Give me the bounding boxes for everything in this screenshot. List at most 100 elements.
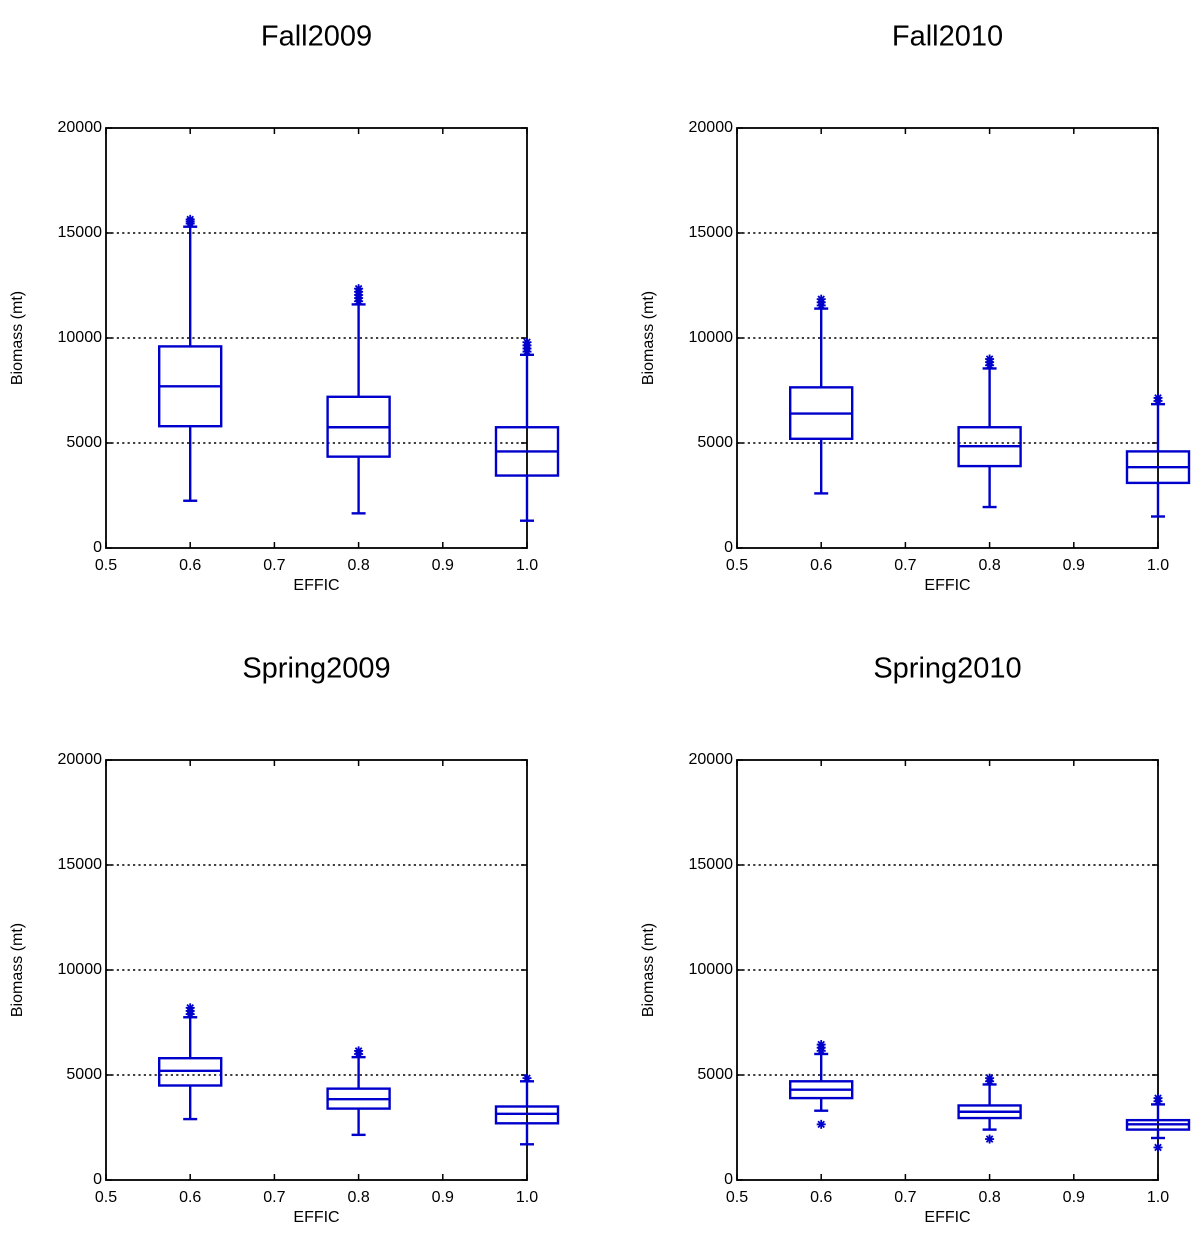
- x-tick-label: 0.9: [432, 1189, 454, 1206]
- x-tick-label: 0.8: [978, 1189, 1000, 1206]
- outlier-marker: [522, 1073, 532, 1083]
- y-tick-label: 5000: [697, 1066, 733, 1083]
- chart-panel-2: Fall2010 0 5000 10000 15000 20000 0.5 0.6 0.7 0.8…: [640, 21, 1191, 594]
- y-tick-label: 10000: [689, 329, 734, 346]
- y-axis-label: Biomass (mt): [640, 923, 657, 1017]
- outlier-stroke: [1154, 1094, 1162, 1102]
- x-tick-label: 0.6: [179, 1189, 201, 1206]
- outlier-marker: [354, 1046, 364, 1056]
- outlier-marker: [1153, 1142, 1163, 1152]
- box-3: [1125, 393, 1191, 518]
- y-axis-label: Biomass (mt): [9, 291, 26, 385]
- chart-panel-1: Fall2009 0 5000 10000 15000 20000 0.5 0.6 0.7 0.8…: [9, 21, 560, 594]
- outlier-marker: [185, 214, 195, 224]
- x-tick-label: 0.6: [179, 557, 201, 574]
- outlier-marker: [1153, 393, 1163, 403]
- outlier-stroke: [985, 1074, 994, 1082]
- x-tick-label: 0.7: [894, 557, 916, 574]
- box-3: [494, 1073, 560, 1146]
- outlier-stroke: [1154, 1143, 1162, 1152]
- y-tick-label: 5000: [66, 434, 102, 451]
- box-2: [326, 1046, 391, 1137]
- outlier-stroke: [523, 1074, 531, 1082]
- box-2: [326, 284, 391, 515]
- y-tick-label: 20000: [689, 751, 734, 768]
- x-tick-label: 0.5: [726, 557, 748, 574]
- x-tick-label: 0.5: [95, 1189, 117, 1206]
- y-tick-label: 0: [724, 539, 733, 556]
- x-tick-label: 1.0: [516, 557, 538, 574]
- x-axis-label: EFFIC: [293, 577, 339, 594]
- panel-title: Fall2009: [261, 21, 372, 53]
- panel-title: Spring2010: [873, 653, 1021, 685]
- box-1: [789, 294, 854, 495]
- panel-title: Spring2009: [242, 653, 390, 685]
- box-1: [157, 1003, 223, 1121]
- y-tick-label: 10000: [58, 961, 103, 978]
- outlier-marker: [985, 1073, 995, 1083]
- x-tick-label: 0.9: [432, 557, 454, 574]
- y-axis-label: Biomass (mt): [9, 923, 26, 1017]
- x-tick-label: 0.8: [347, 1189, 369, 1206]
- x-axis-label: EFFIC: [293, 1209, 339, 1226]
- outlier-stroke: [354, 1047, 363, 1055]
- x-tick-label: 0.9: [1063, 557, 1085, 574]
- x-tick-label: 0.7: [894, 1189, 916, 1206]
- y-tick-label: 15000: [689, 224, 734, 241]
- box-1: [157, 214, 223, 502]
- outlier-marker: [1153, 1093, 1163, 1103]
- x-tick-label: 0.9: [1063, 1189, 1085, 1206]
- y-tick-label: 15000: [58, 224, 103, 241]
- box-3: [494, 337, 560, 522]
- chart-panel-4: Spring2010 0 5000 10000 15000 20000 0.5 0.6 0.7 0…: [640, 653, 1191, 1226]
- outlier-stroke: [985, 1135, 994, 1143]
- x-tick-label: 0.7: [263, 557, 285, 574]
- x-tick-label: 0.6: [810, 557, 832, 574]
- x-tick-label: 0.7: [263, 1189, 285, 1206]
- y-axis-label: Biomass (mt): [640, 291, 657, 385]
- x-tick-label: 1.0: [516, 1189, 538, 1206]
- y-tick-label: 20000: [58, 751, 103, 768]
- outlier-marker: [522, 337, 532, 347]
- x-tick-label: 0.5: [95, 557, 117, 574]
- x-axis-label: EFFIC: [924, 577, 970, 594]
- outlier-marker: [185, 1003, 195, 1013]
- x-tick-label: 0.5: [726, 1189, 748, 1206]
- x-tick-label: 0.8: [978, 557, 1000, 574]
- x-tick-label: 0.8: [347, 557, 369, 574]
- y-tick-label: 20000: [58, 119, 103, 136]
- x-tick-label: 1.0: [1147, 557, 1169, 574]
- y-tick-label: 5000: [697, 434, 733, 451]
- outlier-marker: [816, 1119, 826, 1129]
- outlier-marker: [816, 294, 826, 304]
- outlier-stroke: [817, 295, 825, 303]
- y-tick-label: 0: [724, 1171, 733, 1188]
- panel-title: Fall2010: [892, 21, 1003, 53]
- x-tick-label: 0.6: [810, 1189, 832, 1206]
- outlier-stroke: [985, 355, 994, 363]
- y-tick-label: 10000: [58, 329, 103, 346]
- x-tick-label: 1.0: [1147, 1189, 1169, 1206]
- box-2: [957, 354, 1022, 509]
- outlier-stroke: [186, 215, 194, 224]
- y-tick-label: 10000: [689, 961, 734, 978]
- y-tick-label: 0: [93, 539, 102, 556]
- y-tick-label: 0: [93, 1171, 102, 1188]
- box-3: [1125, 1093, 1191, 1152]
- box-1: [789, 1040, 854, 1129]
- outlier-marker: [816, 1040, 826, 1050]
- outlier-marker: [354, 284, 364, 294]
- y-tick-label: 20000: [689, 119, 734, 136]
- outlier-stroke: [523, 338, 531, 346]
- outlier-stroke: [817, 1120, 825, 1129]
- x-axis-label: EFFIC: [924, 1209, 970, 1226]
- outlier-stroke: [354, 284, 363, 293]
- y-tick-label: 5000: [66, 1066, 102, 1083]
- box-2: [957, 1073, 1022, 1144]
- y-tick-label: 15000: [689, 856, 734, 873]
- outlier-marker: [985, 1134, 995, 1144]
- outlier-stroke: [817, 1040, 825, 1049]
- chart-panel-3: Spring2009 0 5000 10000 15000 20000 0.5 0.6 0.7 0…: [9, 653, 560, 1226]
- outlier-marker: [985, 354, 995, 364]
